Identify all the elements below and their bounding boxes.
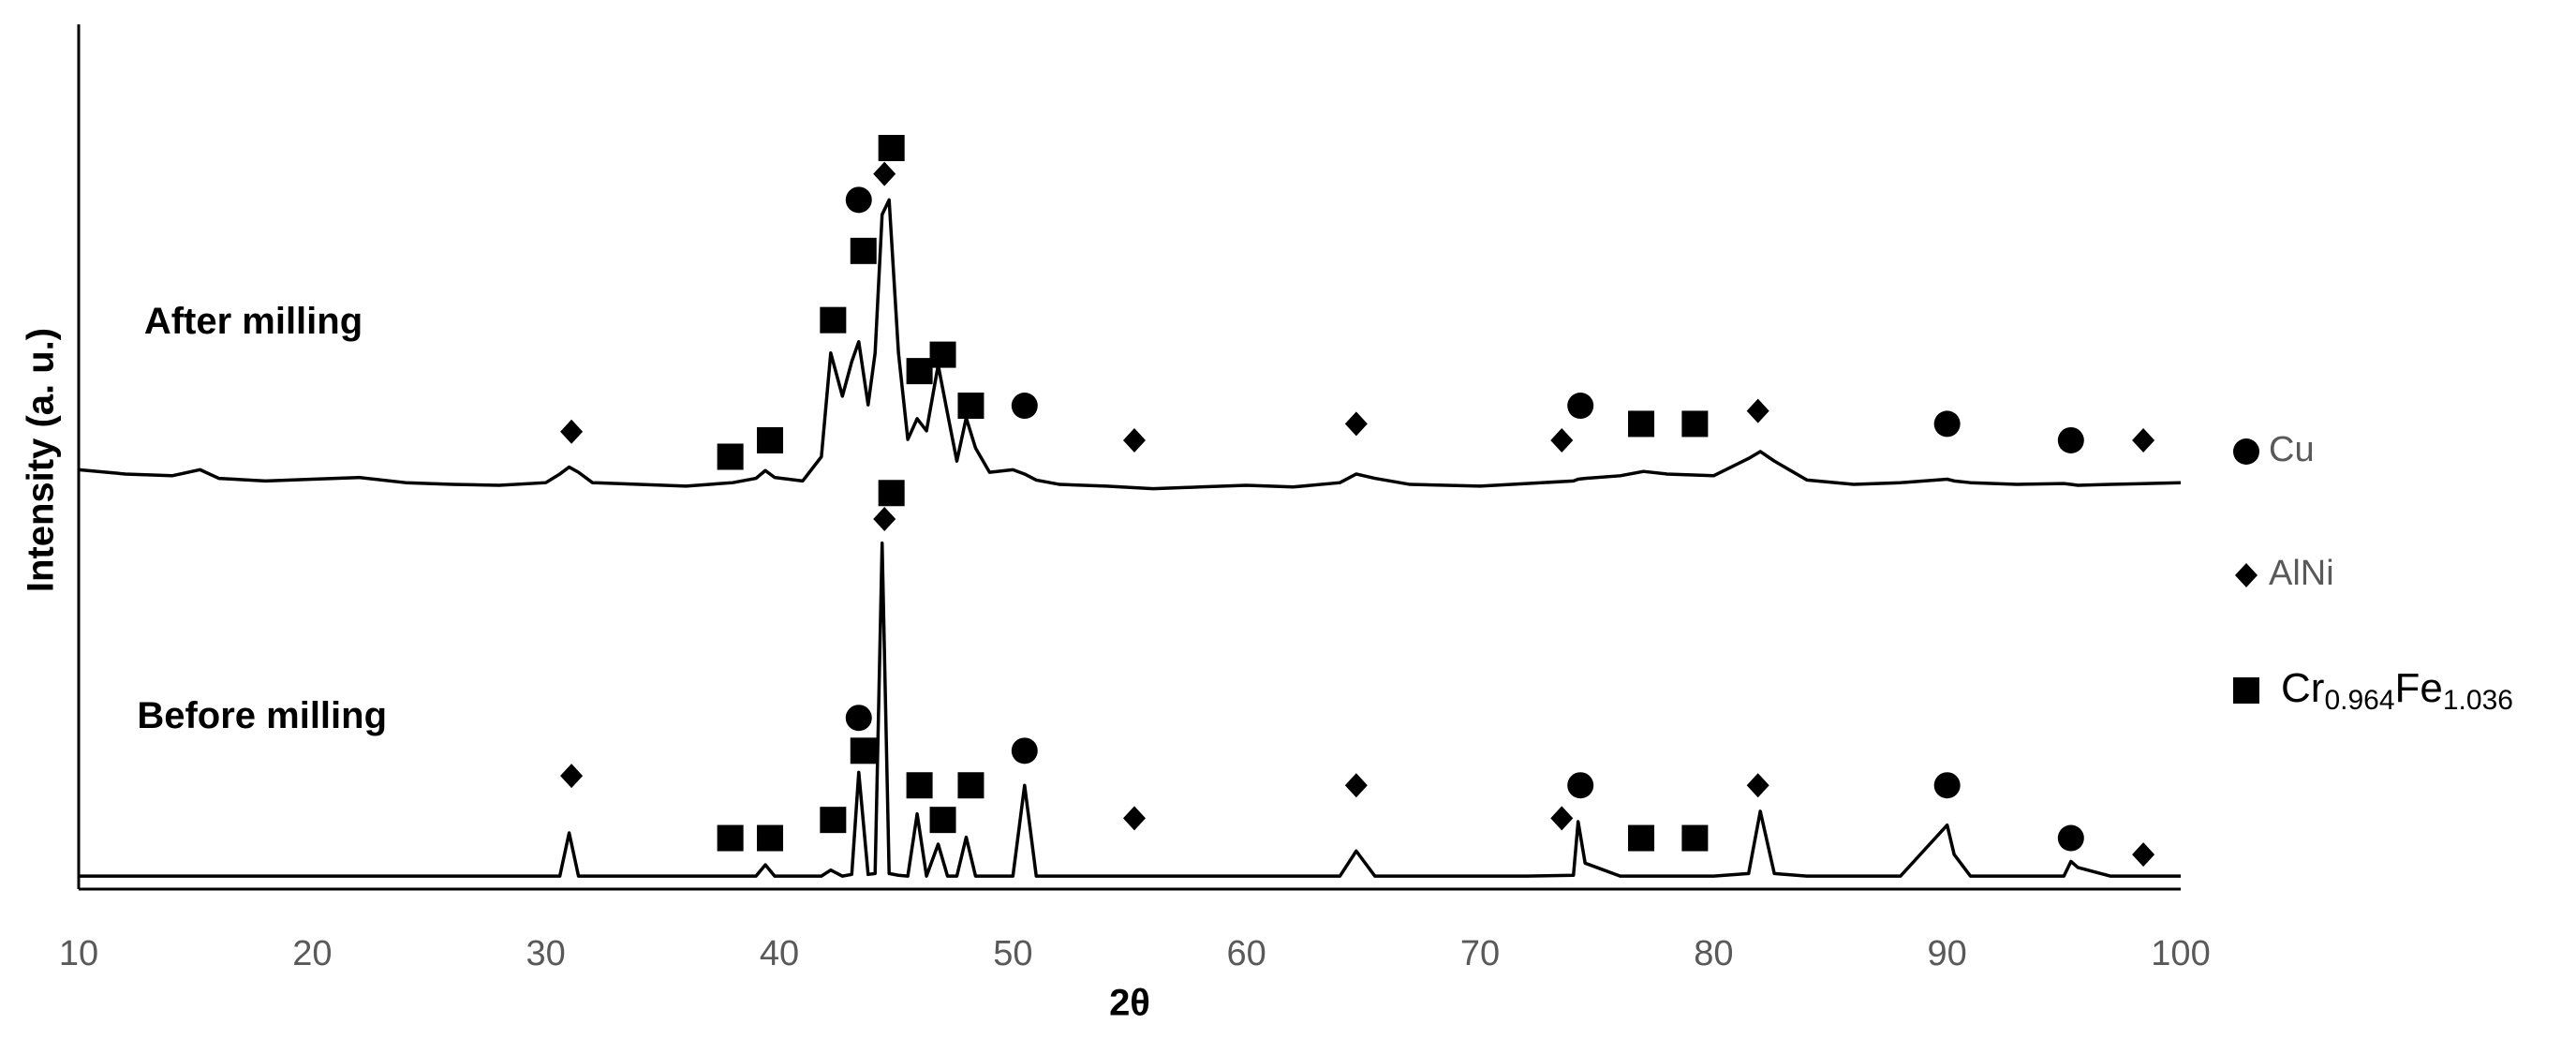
- x-tick-label: 80: [1694, 934, 1733, 973]
- x-tick-label: 60: [1227, 934, 1266, 973]
- phase-marker: [906, 358, 933, 385]
- annotation: After milling: [144, 301, 363, 342]
- phase-marker: [957, 393, 985, 420]
- x-tick-label: 70: [1460, 934, 1500, 973]
- phase-marker: [1933, 772, 1961, 799]
- spectrum-line: [79, 542, 2181, 878]
- phase-marker: [929, 807, 956, 834]
- legend-label-part: Fe: [2395, 665, 2443, 711]
- phase-marker: [850, 237, 877, 264]
- phase-marker: [1550, 806, 1574, 831]
- x-tick-label: 50: [993, 934, 1032, 973]
- phase-marker: [1344, 773, 1368, 798]
- legend-label: AlNi: [2269, 554, 2334, 593]
- phase-marker: [1681, 824, 1709, 852]
- x-tick-label: 100: [2151, 934, 2210, 973]
- phase-marker: [1011, 737, 1038, 764]
- phase-marker: [873, 161, 896, 186]
- x-tick-label: 90: [1928, 934, 1967, 973]
- legend-label: Cu: [2269, 430, 2315, 469]
- x-tick-label: 30: [526, 934, 566, 973]
- annotation: Before milling: [137, 695, 387, 736]
- phase-marker: [1011, 393, 1038, 420]
- legend-swatch: [2235, 563, 2258, 587]
- phase-marker: [560, 419, 584, 444]
- phase-marker: [1746, 398, 1769, 423]
- phase-marker: [878, 134, 905, 161]
- phase-marker: [878, 480, 905, 507]
- legend-label-part: 0.964: [2324, 685, 2394, 716]
- y-axis-title: Intensity (a. u.): [21, 328, 62, 592]
- phase-marker: [820, 807, 847, 834]
- phase-marker: [2057, 426, 2084, 453]
- phase-marker: [820, 306, 847, 334]
- phase-marker: [2132, 427, 2155, 453]
- phase-marker: [757, 426, 784, 453]
- legend-label-part: Cr: [2281, 665, 2324, 711]
- phase-marker: [845, 186, 872, 214]
- phase-marker: [560, 764, 584, 789]
- phase-marker: [717, 443, 744, 470]
- phase-marker: [717, 824, 744, 852]
- legend-label: Cr0.964Fe1.036: [2281, 665, 2513, 716]
- phase-marker: [2132, 842, 2155, 868]
- phase-marker: [873, 506, 896, 531]
- phase-marker: [957, 772, 985, 799]
- phase-marker: [1567, 772, 1594, 799]
- phase-marker: [1122, 427, 1146, 453]
- legend-label-part: 1.036: [2443, 685, 2513, 716]
- legend-swatch: [2233, 677, 2259, 704]
- x-axis-title: 2θ: [1109, 983, 1150, 1024]
- phase-marker: [1628, 410, 1655, 438]
- phase-marker: [845, 705, 872, 732]
- phase-marker: [1628, 824, 1655, 852]
- phase-marker: [1933, 410, 1961, 438]
- phase-marker: [1344, 411, 1368, 437]
- phase-marker: [757, 824, 784, 852]
- phase-marker: [850, 737, 877, 764]
- phase-marker: [929, 341, 956, 368]
- phase-marker: [1681, 410, 1709, 438]
- phase-marker: [2057, 824, 2084, 852]
- legend-swatch: [2233, 438, 2259, 465]
- phase-marker: [1746, 773, 1769, 798]
- x-tick-label: 10: [59, 934, 98, 973]
- x-tick-label: 40: [760, 934, 799, 973]
- x-tick-label: 20: [292, 934, 332, 973]
- phase-marker: [1567, 393, 1594, 420]
- phase-marker: [1550, 427, 1574, 453]
- phase-marker: [906, 772, 933, 799]
- phase-marker: [1122, 806, 1146, 831]
